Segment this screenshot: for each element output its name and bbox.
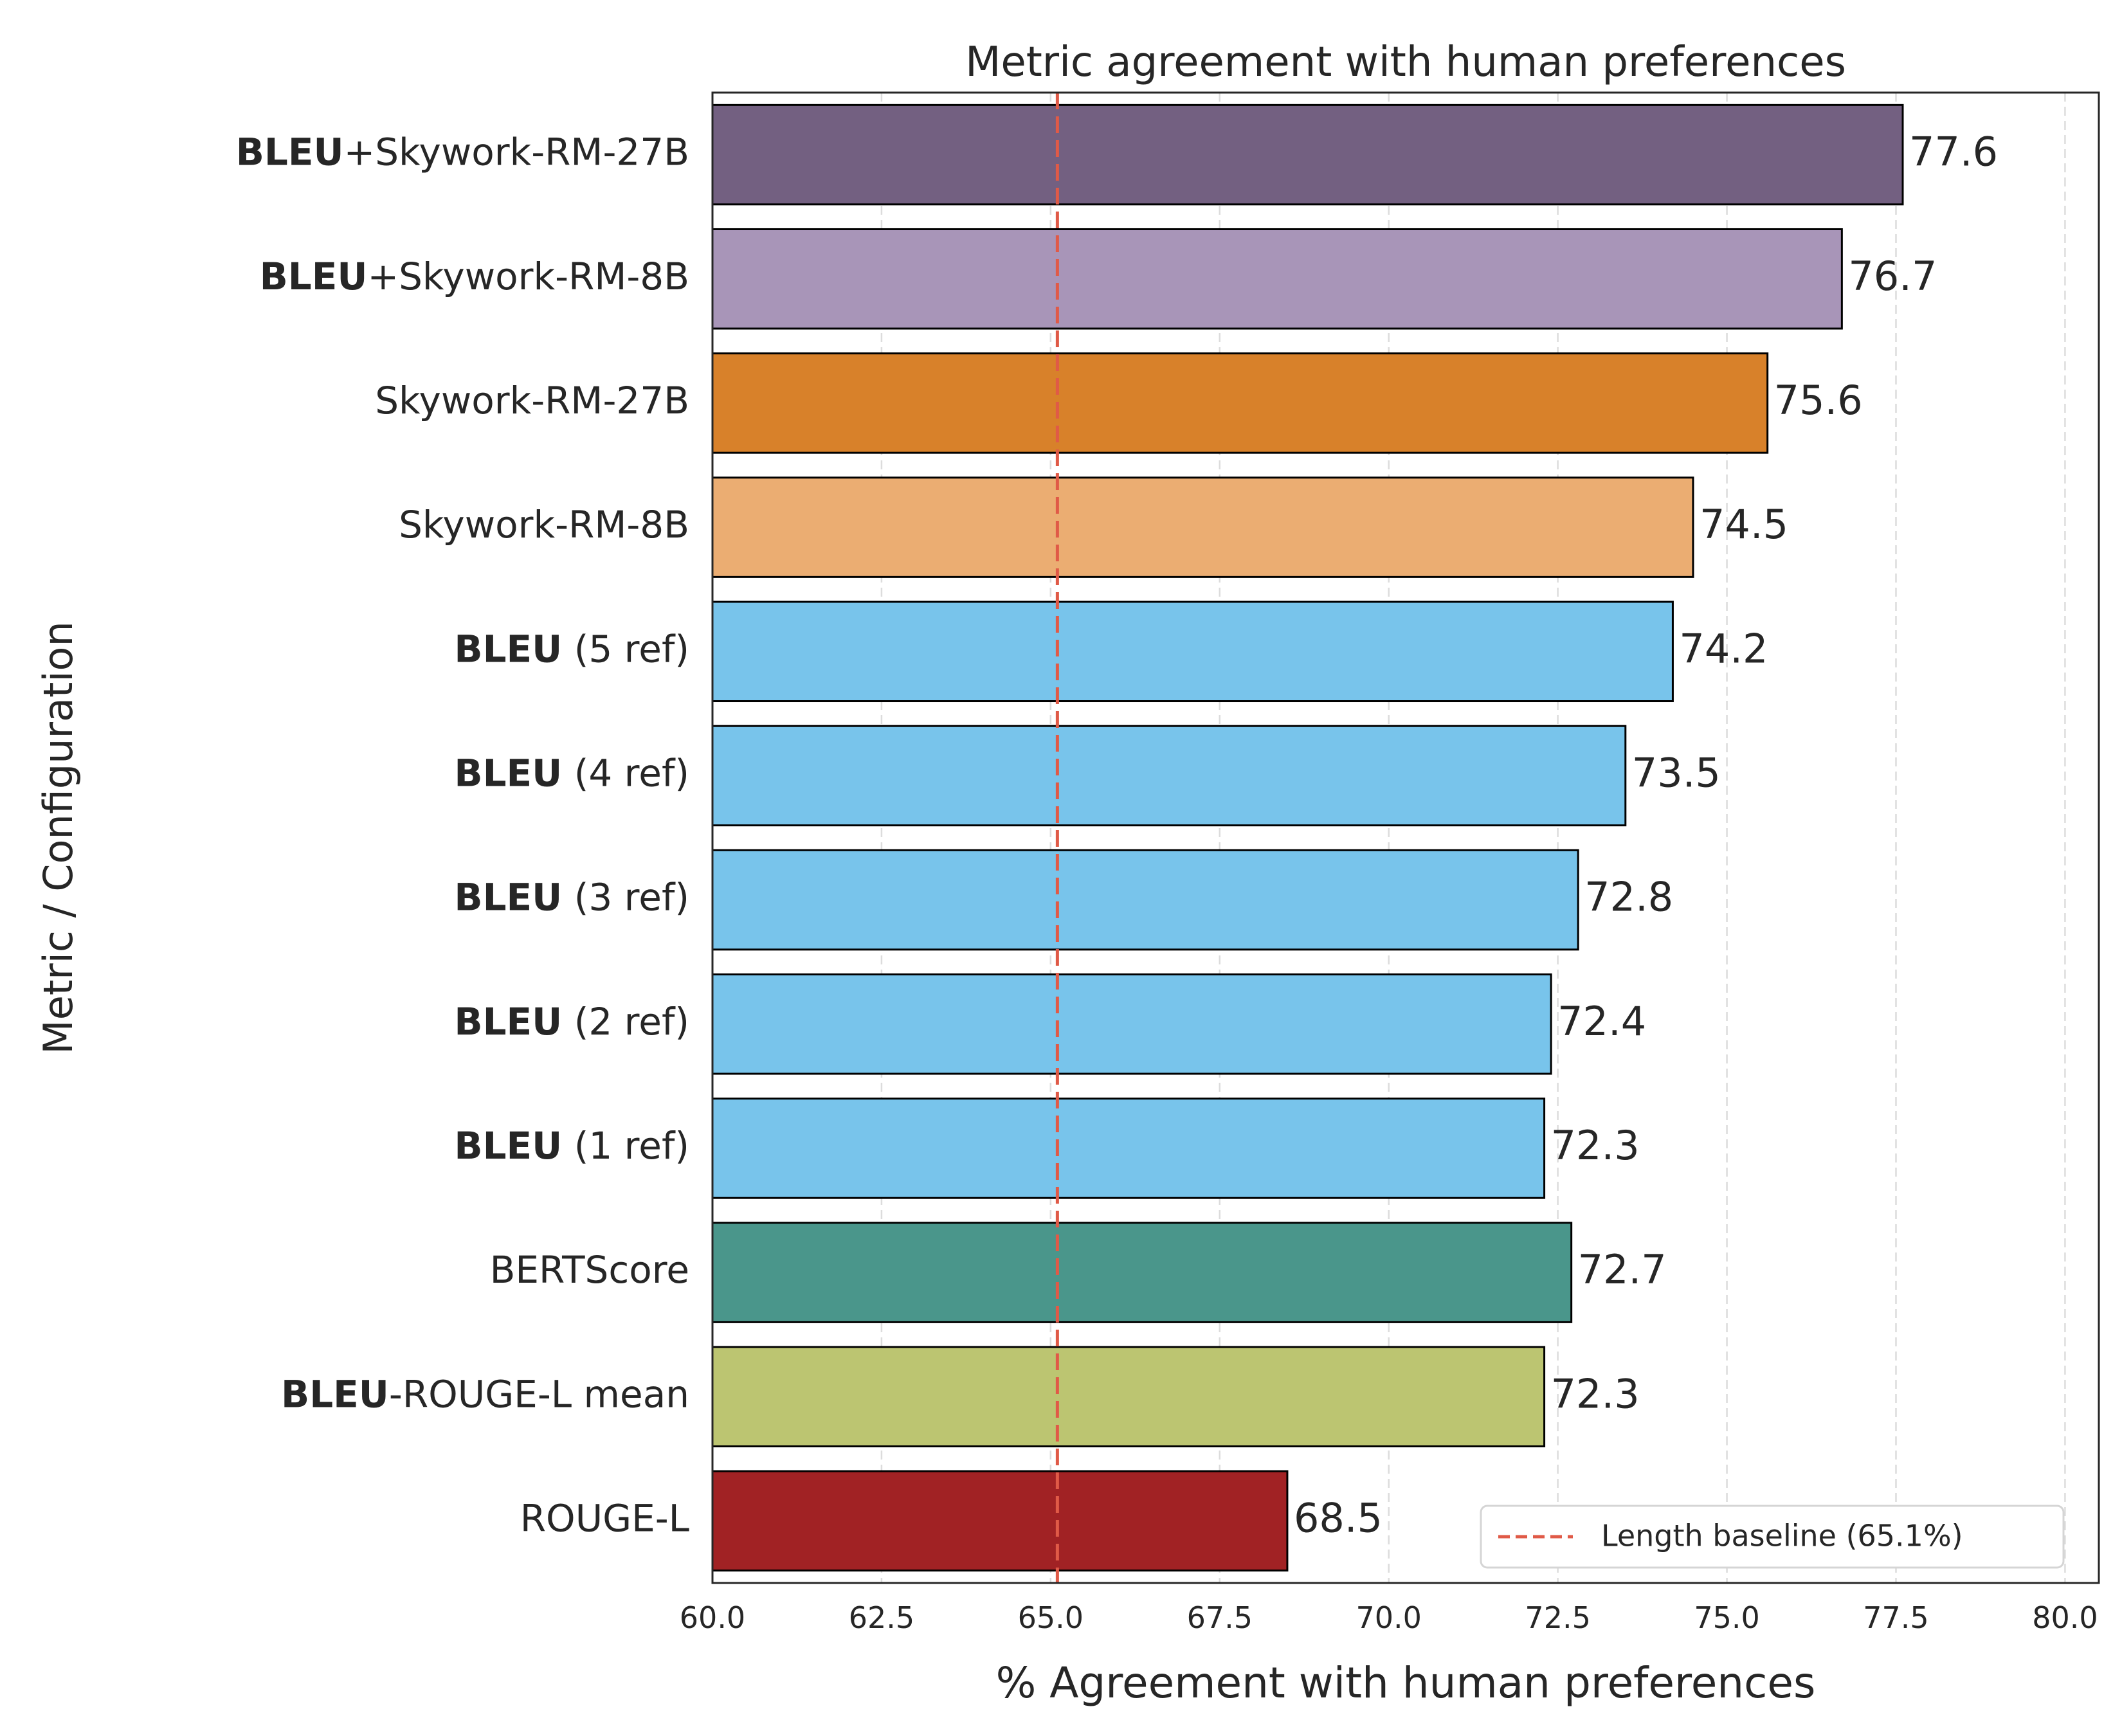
bar xyxy=(711,476,1694,578)
y-tick-label-rest: (3 ref) xyxy=(562,876,689,919)
y-tick-label: BLEU+Skywork-RM-27B xyxy=(236,131,689,174)
y-tick-label: BLEU (3 ref) xyxy=(454,876,689,919)
y-axis-label: Metric / Configuration xyxy=(35,621,82,1054)
y-tick-label: BLEU (4 ref) xyxy=(454,752,689,795)
x-tick-label: 60.0 xyxy=(680,1600,745,1635)
y-tick-label: Skywork-RM-27B xyxy=(375,379,689,422)
y-tick-label: BLEU (1 ref) xyxy=(454,1124,689,1168)
plot-frame xyxy=(711,91,2100,1584)
y-tick-label: BLEU (5 ref) xyxy=(454,627,689,671)
x-tick-label: 65.0 xyxy=(1018,1600,1084,1635)
data-label: 75.6 xyxy=(1774,377,1863,424)
x-tick-label: 62.5 xyxy=(849,1600,914,1635)
legend-label: Length baseline (65.1%) xyxy=(1601,1519,1963,1553)
x-tick-label: 80.0 xyxy=(2032,1600,2098,1635)
chart-title: Metric agreement with human preferences xyxy=(965,39,1846,86)
y-tick-label: BLEU-ROUGE-L mean xyxy=(281,1372,689,1416)
y-tick-label-rest: -ROUGE-L mean xyxy=(389,1372,689,1416)
data-label: 72.3 xyxy=(1551,1122,1640,1169)
data-label: 72.4 xyxy=(1557,998,1646,1045)
y-tick-label-rest: (4 ref) xyxy=(562,752,689,795)
x-tick-label: 72.5 xyxy=(1525,1600,1590,1635)
x-tick-label: 70.0 xyxy=(1356,1600,1421,1635)
y-tick-label-rest: BERTScore xyxy=(490,1248,689,1292)
y-tick-label-rest: +Skywork-RM-27B xyxy=(344,131,689,174)
y-tick-label: BLEU (2 ref) xyxy=(454,1000,689,1044)
bar xyxy=(711,973,1552,1075)
bar xyxy=(711,1470,1289,1572)
y-tick-label: BERTScore xyxy=(490,1248,689,1292)
data-label: 72.3 xyxy=(1551,1370,1640,1417)
y-tick-label-bold: BLEU xyxy=(281,1372,389,1416)
y-tick-label-bold: BLEU xyxy=(260,255,368,298)
y-tick-label-bold: BLEU xyxy=(236,131,344,174)
legend: Length baseline (65.1%) xyxy=(1480,1505,2065,1569)
y-tick-label-bold: BLEU xyxy=(454,1000,562,1044)
bars: 77.6 76.7 75.6 74.5 74.2 73.5 72.8 72.4 72.3 72.7… xyxy=(711,104,1998,1572)
y-tick-label-bold: BLEU xyxy=(454,876,562,919)
data-label: 74.2 xyxy=(1679,625,1768,672)
y-tick-label-bold: BLEU xyxy=(454,627,562,671)
y-tick-label-rest: (1 ref) xyxy=(562,1124,689,1168)
y-tick-label: Skywork-RM-8B xyxy=(399,503,689,547)
bar xyxy=(711,1098,1546,1199)
y-tick-label: ROUGE-L xyxy=(520,1497,689,1541)
x-tick-label: 75.0 xyxy=(1694,1600,1759,1635)
data-label: 76.7 xyxy=(1848,253,1937,300)
y-tick-label-rest: Skywork-RM-8B xyxy=(399,503,689,547)
y-tick-label-rest: (5 ref) xyxy=(562,627,689,671)
y-tick-label-bold: BLEU xyxy=(454,752,562,795)
data-label: 72.7 xyxy=(1578,1246,1667,1293)
x-tick-labels: 60.0 62.5 65.0 67.5 70.0 72.5 75.0 77.5 80.0 xyxy=(680,1600,2098,1635)
bar xyxy=(711,601,1674,703)
bar xyxy=(711,228,1843,330)
data-label: 72.8 xyxy=(1584,874,1673,921)
bar xyxy=(711,1346,1546,1448)
data-label: 74.5 xyxy=(1700,501,1788,548)
x-tick-label: 67.5 xyxy=(1187,1600,1253,1635)
data-label: 73.5 xyxy=(1632,750,1721,797)
y-tick-label-rest: Skywork-RM-27B xyxy=(375,379,689,422)
data-label: 68.5 xyxy=(1294,1495,1383,1542)
bar xyxy=(711,104,1904,206)
bar xyxy=(711,1222,1573,1323)
data-label: 77.6 xyxy=(1909,129,1998,176)
bar xyxy=(711,352,1769,454)
y-tick-label-bold: BLEU xyxy=(454,1124,562,1168)
y-tick-label-rest: (2 ref) xyxy=(562,1000,689,1044)
bar xyxy=(711,849,1579,951)
y-tick-label-rest: +Skywork-RM-8B xyxy=(367,255,689,298)
x-axis-label: % Agreement with human preferences xyxy=(996,1658,1816,1708)
y-tick-label: BLEU+Skywork-RM-8B xyxy=(260,255,689,298)
bar xyxy=(711,725,1627,827)
legend-box xyxy=(1480,1505,2065,1569)
y-tick-label-rest: ROUGE-L xyxy=(520,1497,689,1541)
y-tick-labels: BLEU+Skywork-RM-27BBLEU+Skywork-RM-8BSky… xyxy=(236,131,689,1541)
x-tick-label: 77.5 xyxy=(1863,1600,1928,1635)
